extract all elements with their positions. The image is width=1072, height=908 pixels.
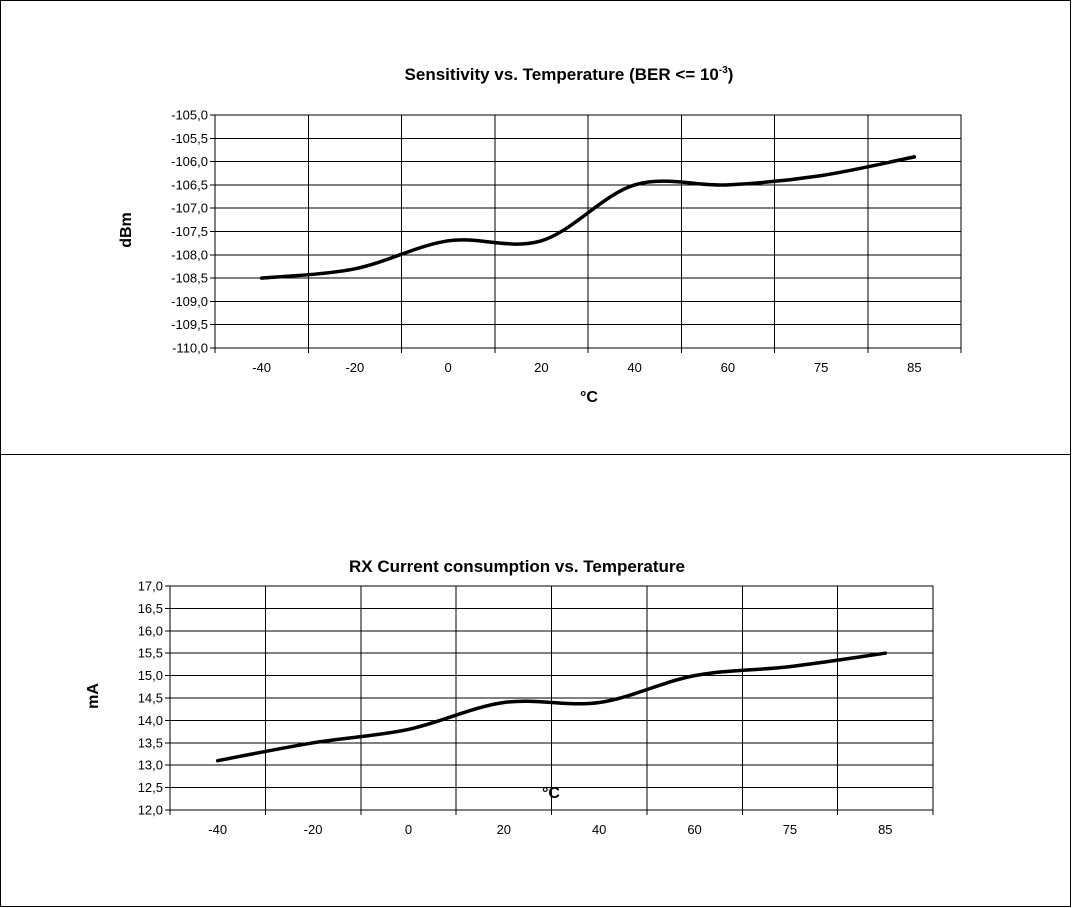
x-tick-label: 40 <box>592 822 606 837</box>
chart-title: Sensitivity vs. Temperature (BER <= 10-3… <box>405 65 734 84</box>
chart-title: RX Current consumption vs. Temperature <box>349 557 685 576</box>
series-line <box>215 651 888 763</box>
current-chart: RX Current consumption vs. Temperature 1… <box>85 557 934 837</box>
sensitivity-chart-panel: Sensitivity vs. Temperature (BER <= 10-3… <box>0 0 1071 455</box>
x-tick-label: 20 <box>534 360 548 375</box>
x-tick-label: 85 <box>878 822 892 837</box>
x-tick-label: 75 <box>783 822 797 837</box>
x-tick-label: 0 <box>405 822 412 837</box>
y-tick-label: -105,0 <box>171 108 208 123</box>
x-tick-label: -20 <box>304 822 323 837</box>
sensitivity-chart: Sensitivity vs. Temperature (BER <= 10-3… <box>118 65 962 406</box>
y-tick-label: -106,0 <box>171 154 208 169</box>
x-tick-label: 60 <box>721 360 735 375</box>
y-tick-label: -107,0 <box>171 201 208 216</box>
y-tick-label: -110,0 <box>172 341 208 356</box>
y-tick-label: 16,5 <box>138 601 163 616</box>
y-axis-label: dBm <box>118 212 135 248</box>
y-tick-label: -107,5 <box>171 224 208 239</box>
y-tick-label: 13,0 <box>138 758 163 773</box>
y-tick-label: -109,0 <box>171 294 208 309</box>
x-tick-label: 20 <box>497 822 511 837</box>
y-tick-label: 14,5 <box>138 691 163 706</box>
current-chart-panel: RX Current consumption vs. Temperature 1… <box>0 454 1071 907</box>
x-tick-label: 60 <box>687 822 701 837</box>
x-tick-label: -20 <box>345 360 364 375</box>
x-tick-label: 0 <box>445 360 452 375</box>
series-line <box>259 155 917 280</box>
y-tick-label: 17,0 <box>138 579 163 594</box>
y-tick-label: -108,5 <box>171 271 208 286</box>
x-axis-label: °C <box>542 785 560 802</box>
y-tick-label: 12,5 <box>138 780 163 795</box>
x-tick-label: 75 <box>814 360 828 375</box>
x-tick-label: -40 <box>252 360 271 375</box>
y-tick-label: 15,0 <box>138 668 163 683</box>
y-tick-label: 14,0 <box>138 713 163 728</box>
plot-area <box>169 585 934 811</box>
x-axis-label: °C <box>580 389 598 406</box>
y-tick-label: 15,5 <box>138 646 163 661</box>
y-tick-label: -108,0 <box>171 247 208 262</box>
x-tick-label: 85 <box>907 360 921 375</box>
y-tick-label: -105,5 <box>171 131 208 146</box>
y-tick-label: -106,5 <box>171 177 208 192</box>
y-tick-label: -109,5 <box>171 317 208 332</box>
y-axis-label: mA <box>85 683 102 709</box>
y-tick-label: 13,5 <box>138 735 163 750</box>
x-tick-label: 40 <box>627 360 641 375</box>
y-tick-label: 16,0 <box>138 623 163 638</box>
y-tick-label: 12,0 <box>138 803 163 818</box>
plot-area <box>214 114 962 349</box>
x-tick-label: -40 <box>208 822 227 837</box>
